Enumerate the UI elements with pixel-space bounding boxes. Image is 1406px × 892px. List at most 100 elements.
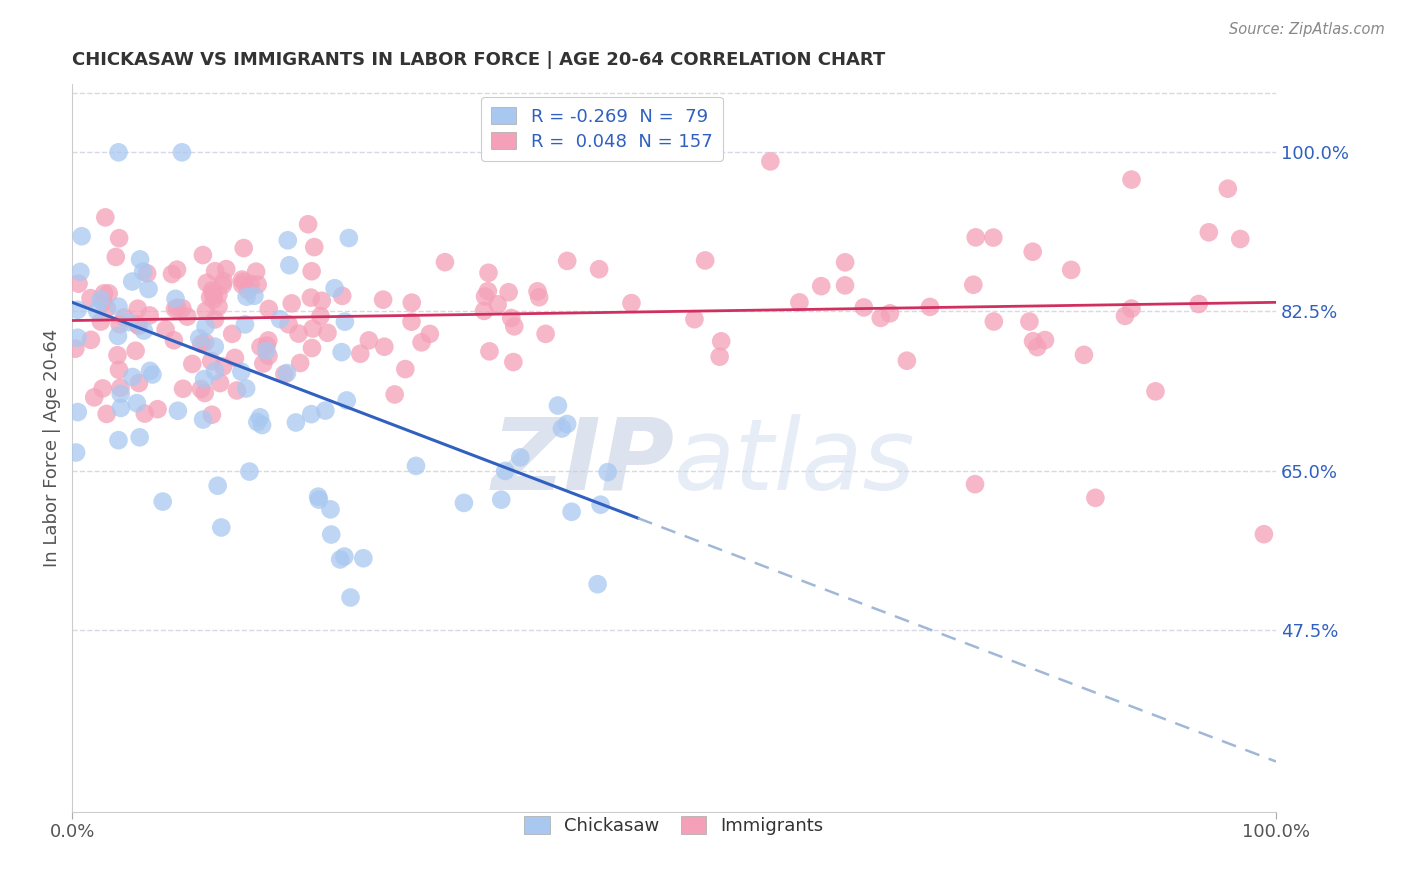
Point bbox=[316, 326, 339, 340]
Point bbox=[349, 347, 371, 361]
Point bbox=[695, 253, 717, 268]
Point bbox=[252, 356, 274, 370]
Point bbox=[245, 265, 267, 279]
Point bbox=[231, 277, 253, 292]
Point bbox=[194, 304, 217, 318]
Point bbox=[301, 341, 323, 355]
Point bbox=[91, 295, 114, 310]
Legend: Chickasaw, Immigrants: Chickasaw, Immigrants bbox=[517, 809, 831, 842]
Point bbox=[107, 300, 129, 314]
Point bbox=[287, 326, 309, 341]
Point bbox=[339, 591, 361, 605]
Point bbox=[108, 363, 131, 377]
Point bbox=[551, 421, 574, 435]
Point bbox=[90, 293, 112, 307]
Point bbox=[198, 290, 221, 304]
Point bbox=[309, 309, 332, 323]
Point bbox=[128, 430, 150, 444]
Point bbox=[336, 393, 359, 408]
Point bbox=[146, 402, 169, 417]
Point bbox=[589, 498, 612, 512]
Point bbox=[503, 319, 526, 334]
Point bbox=[501, 311, 523, 326]
Point bbox=[132, 264, 155, 278]
Point bbox=[191, 412, 214, 426]
Point bbox=[307, 490, 329, 504]
Point bbox=[188, 331, 211, 345]
Point bbox=[93, 286, 115, 301]
Point bbox=[547, 399, 569, 413]
Point bbox=[204, 340, 226, 354]
Point bbox=[246, 415, 269, 429]
Point bbox=[201, 283, 224, 297]
Point bbox=[1084, 491, 1107, 505]
Text: atlas: atlas bbox=[673, 414, 915, 511]
Point bbox=[257, 334, 280, 348]
Point bbox=[323, 281, 346, 295]
Point bbox=[308, 492, 330, 507]
Point bbox=[209, 520, 232, 534]
Point bbox=[138, 282, 160, 296]
Point bbox=[1018, 314, 1040, 328]
Point bbox=[97, 286, 120, 301]
Point bbox=[509, 450, 531, 465]
Point bbox=[207, 479, 229, 493]
Point bbox=[132, 324, 155, 338]
Point bbox=[224, 351, 246, 365]
Point bbox=[789, 295, 811, 310]
Point bbox=[477, 266, 499, 280]
Point bbox=[66, 331, 89, 345]
Point bbox=[124, 343, 146, 358]
Point bbox=[125, 396, 148, 410]
Point bbox=[491, 492, 513, 507]
Point bbox=[963, 477, 986, 491]
Point bbox=[620, 296, 643, 310]
Point bbox=[1073, 348, 1095, 362]
Point bbox=[246, 277, 269, 292]
Point bbox=[405, 458, 427, 473]
Point bbox=[257, 301, 280, 316]
Point bbox=[299, 291, 322, 305]
Point bbox=[277, 233, 299, 247]
Point bbox=[477, 284, 499, 298]
Point bbox=[90, 314, 112, 328]
Point bbox=[138, 309, 160, 323]
Point bbox=[278, 258, 301, 272]
Point bbox=[195, 276, 218, 290]
Point bbox=[235, 290, 257, 304]
Point bbox=[319, 502, 342, 516]
Point bbox=[194, 386, 217, 401]
Point bbox=[1060, 263, 1083, 277]
Point bbox=[494, 464, 516, 478]
Point bbox=[141, 368, 163, 382]
Point bbox=[107, 329, 129, 343]
Text: CHICKASAW VS IMMIGRANTS IN LABOR FORCE | AGE 20-64 CORRELATION CHART: CHICKASAW VS IMMIGRANTS IN LABOR FORCE |… bbox=[72, 51, 886, 69]
Point bbox=[1198, 225, 1220, 239]
Point bbox=[869, 310, 891, 325]
Point bbox=[561, 505, 583, 519]
Point bbox=[117, 315, 139, 329]
Point bbox=[352, 551, 374, 566]
Point bbox=[304, 240, 326, 254]
Point bbox=[165, 292, 187, 306]
Point bbox=[256, 338, 278, 352]
Point bbox=[299, 407, 322, 421]
Point bbox=[80, 333, 103, 347]
Point bbox=[486, 297, 509, 311]
Point bbox=[136, 266, 159, 280]
Point bbox=[330, 289, 353, 303]
Point bbox=[139, 364, 162, 378]
Point bbox=[65, 445, 87, 459]
Point bbox=[107, 433, 129, 447]
Point bbox=[555, 253, 578, 268]
Text: Source: ZipAtlas.com: Source: ZipAtlas.com bbox=[1229, 22, 1385, 37]
Point bbox=[129, 252, 152, 267]
Point bbox=[297, 217, 319, 231]
Point bbox=[128, 376, 150, 390]
Point bbox=[526, 285, 548, 299]
Point bbox=[243, 289, 266, 303]
Point bbox=[193, 372, 215, 386]
Point bbox=[411, 335, 433, 350]
Point bbox=[433, 255, 456, 269]
Point bbox=[181, 357, 204, 371]
